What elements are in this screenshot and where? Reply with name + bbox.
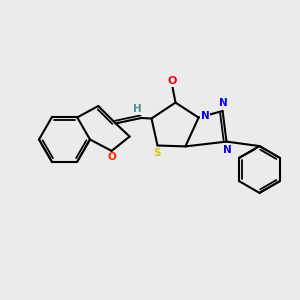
Text: N: N [201,111,210,121]
Text: O: O [108,152,117,163]
Text: N: N [219,98,228,109]
Text: H: H [133,104,142,114]
Text: O: O [168,76,177,86]
Text: S: S [153,148,161,158]
Text: N: N [223,145,232,155]
